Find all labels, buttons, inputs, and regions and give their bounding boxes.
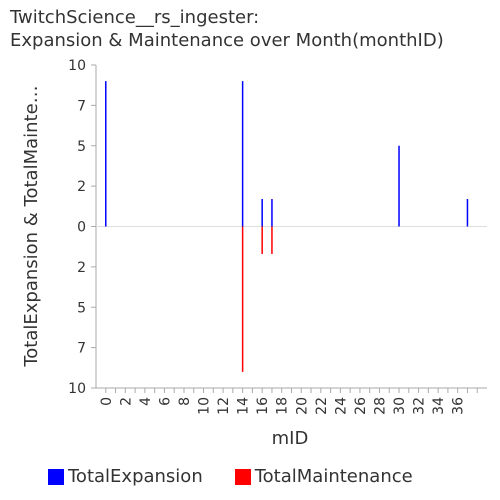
x-tick-label: 14 xyxy=(236,397,252,415)
bars xyxy=(105,81,469,372)
y-tick-label: 2 xyxy=(77,260,86,276)
x-tick-label: 16 xyxy=(255,397,271,415)
x-tick-label: 12 xyxy=(216,397,232,415)
y-tick-label: 10 xyxy=(68,58,86,74)
x-tick-label: 30 xyxy=(392,397,408,415)
y-tick-label: 5 xyxy=(77,300,86,316)
x-tick-label: 28 xyxy=(372,397,388,415)
y-tick-label: 2 xyxy=(77,179,86,195)
x-tick-label: 4 xyxy=(138,397,154,406)
chart-title: TwitchScience__rs_ingester: Expansion & … xyxy=(10,6,444,52)
x-tick-label: 6 xyxy=(157,397,173,406)
y-tick-label: 10 xyxy=(68,381,86,397)
legend-swatch-maintenance xyxy=(234,468,251,485)
y-axis-label: TotalExpansion & TotalMainte… xyxy=(21,85,42,367)
x-tick-label: 36 xyxy=(451,397,467,415)
x-tick-label: 32 xyxy=(412,397,428,415)
x-tick-label: 24 xyxy=(333,397,349,415)
legend-label-expansion: TotalExpansion xyxy=(68,466,203,487)
chart-title-line-1: TwitchScience__rs_ingester: xyxy=(10,7,260,28)
x-tick-label: 22 xyxy=(314,397,330,415)
chart-title-line-2: Expansion & Maintenance over Month(month… xyxy=(10,30,444,51)
x-tick-label: 18 xyxy=(275,397,291,415)
x-tick-label: 34 xyxy=(431,397,447,415)
x-tick-label: 26 xyxy=(353,397,369,415)
x-tick-label: 0 xyxy=(99,397,115,406)
y-tick-label: 7 xyxy=(77,341,86,357)
legend-item-maintenance[interactable]: TotalMaintenance xyxy=(234,466,413,487)
x-axis-label: mID xyxy=(272,428,309,449)
legend-swatch-expansion xyxy=(48,468,64,485)
y-tick-label: 5 xyxy=(77,139,86,155)
x-tick-label: 20 xyxy=(294,397,310,415)
legend-label-maintenance: TotalMaintenance xyxy=(254,466,413,487)
x-tick-label: 2 xyxy=(118,397,134,406)
y-tick-label: 0 xyxy=(77,220,86,236)
legend-item-expansion[interactable]: TotalExpansion xyxy=(48,466,203,487)
y-tick-label: 7 xyxy=(77,98,86,114)
x-tick-label: 10 xyxy=(197,397,213,415)
x-tick-label: 8 xyxy=(177,397,193,406)
legend: TotalExpansion TotalMaintenance xyxy=(48,466,445,487)
